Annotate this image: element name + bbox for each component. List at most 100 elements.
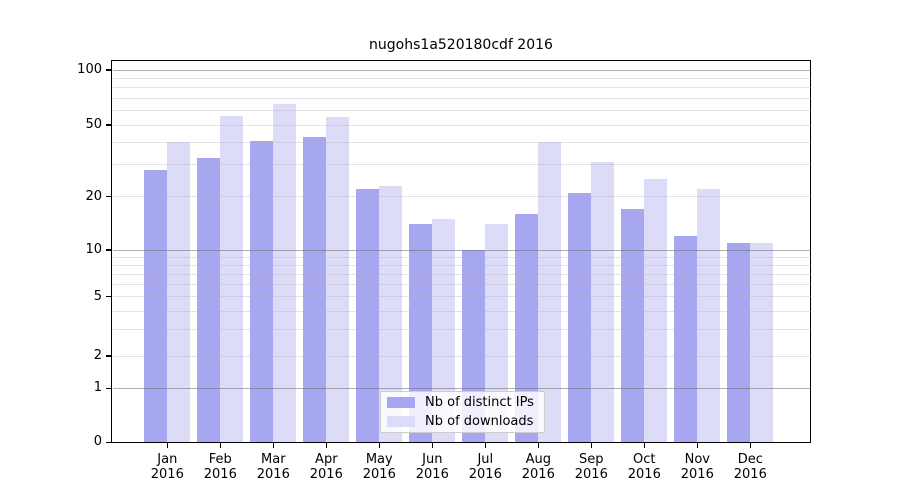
x-tick-year: 2016 xyxy=(362,466,396,482)
gridline-minor-50 xyxy=(112,124,811,126)
x-tick-mark-apr xyxy=(325,443,327,449)
x-tick-label-may: May 2016 xyxy=(351,452,407,482)
gridline-decade-1 xyxy=(112,387,811,389)
x-tick-year: 2016 xyxy=(521,466,555,482)
bar-downloads-jun xyxy=(432,218,456,443)
bar-downloads-aug xyxy=(538,142,562,443)
gridline-minor-8 xyxy=(112,264,811,266)
bar-distinct-ips-jan xyxy=(144,170,168,443)
y-tick-mark-1 xyxy=(105,387,112,389)
gridline-minor-9 xyxy=(112,256,811,258)
y-tick-mark-50 xyxy=(105,124,112,126)
y-tick-label-2: 2 xyxy=(93,348,102,363)
bar-downloads-jan xyxy=(167,142,191,443)
y-tick-mark-0 xyxy=(105,441,112,443)
chart-title: nugohs1a520180cdf 2016 xyxy=(369,37,553,53)
x-tick-year: 2016 xyxy=(680,466,714,482)
bar-distinct-ips-jun xyxy=(409,224,433,443)
x-tick-month: Nov xyxy=(684,452,710,467)
x-tick-month: Jan xyxy=(157,452,178,467)
bar-downloads-jul xyxy=(485,224,509,443)
x-tick-year: 2016 xyxy=(468,466,502,482)
y-tick-label-1: 1 xyxy=(93,380,102,396)
legend-swatch-downloads xyxy=(387,416,415,427)
gridline-minor-40 xyxy=(112,141,811,143)
x-tick-year: 2016 xyxy=(415,466,449,482)
x-tick-month: Oct xyxy=(633,452,656,467)
x-tick-mark-may xyxy=(378,443,380,449)
bar-downloads-feb xyxy=(220,116,244,443)
bar-downloads-apr xyxy=(326,117,350,443)
bar-downloads-dec xyxy=(750,242,774,443)
bar-distinct-ips-feb xyxy=(197,157,221,443)
y-tick-mark-100 xyxy=(105,69,112,71)
x-tick-month: May xyxy=(365,452,393,467)
x-tick-mark-jan xyxy=(166,443,168,449)
x-tick-label-dec: Dec 2016 xyxy=(722,452,778,482)
x-tick-month: Apr xyxy=(315,452,338,467)
x-tick-label-sep: Sep 2016 xyxy=(563,452,619,482)
legend-row-downloads: Nb of downloads xyxy=(387,414,544,429)
legend: Nb of distinct IPs Nb of downloads xyxy=(380,391,545,433)
x-tick-label-feb: Feb 2016 xyxy=(192,452,248,482)
gridline-minor-60 xyxy=(112,110,811,112)
x-tick-year: 2016 xyxy=(203,466,237,482)
y-tick-mark-5 xyxy=(105,296,112,298)
x-tick-year: 2016 xyxy=(574,466,608,482)
x-tick-mark-sep xyxy=(590,443,592,449)
x-tick-mark-feb xyxy=(219,443,221,449)
gridline-minor-30 xyxy=(112,164,811,166)
x-tick-year: 2016 xyxy=(256,466,290,482)
y-tick-mark-20 xyxy=(105,196,112,198)
legend-label-distinct-ips: Nb of distinct IPs xyxy=(425,395,534,410)
legend-swatch-distinct-ips xyxy=(387,397,415,408)
y-tick-mark-10 xyxy=(105,249,112,251)
y-tick-label-10: 10 xyxy=(85,242,102,257)
x-tick-mark-oct xyxy=(643,443,645,449)
gridline-minor-7 xyxy=(112,273,811,275)
x-tick-label-jan: Jan 2016 xyxy=(139,452,195,482)
x-tick-label-aug: Aug 2016 xyxy=(510,452,566,482)
legend-row-distinct-ips: Nb of distinct IPs xyxy=(387,395,544,410)
gridline-minor-5 xyxy=(112,296,811,298)
x-tick-year: 2016 xyxy=(150,466,184,482)
bar-distinct-ips-mar xyxy=(250,140,274,443)
x-tick-label-jul: Jul 2016 xyxy=(457,452,513,482)
bar-distinct-ips-nov xyxy=(674,235,698,443)
x-tick-label-oct: Oct 2016 xyxy=(616,452,672,482)
x-tick-month: Jun xyxy=(422,452,443,467)
x-tick-year: 2016 xyxy=(309,466,343,482)
x-tick-month: Dec xyxy=(737,452,763,467)
x-tick-month: Mar xyxy=(261,452,286,467)
bar-downloads-mar xyxy=(273,104,297,443)
y-tick-label-0: 0 xyxy=(93,434,102,450)
bar-distinct-ips-apr xyxy=(303,136,327,443)
y-tick-label-100: 100 xyxy=(77,62,102,77)
x-tick-year: 2016 xyxy=(627,466,661,482)
gridline-minor-70 xyxy=(112,97,811,99)
bar-downloads-sep xyxy=(591,162,615,443)
bar-distinct-ips-may xyxy=(356,189,380,443)
y-tick-label-50: 50 xyxy=(85,117,102,132)
gridline-minor-6 xyxy=(112,283,811,285)
bar-distinct-ips-dec xyxy=(727,242,751,443)
x-tick-label-jun: Jun 2016 xyxy=(404,452,460,482)
plot-area xyxy=(111,60,812,443)
x-tick-mark-dec xyxy=(749,443,751,449)
x-tick-month: Feb xyxy=(208,452,232,467)
y-tick-label-20: 20 xyxy=(85,188,102,204)
bar-downloads-oct xyxy=(644,179,668,443)
x-tick-label-nov: Nov 2016 xyxy=(669,452,725,482)
y-tick-label-5: 5 xyxy=(93,288,102,304)
x-tick-mark-aug xyxy=(537,443,539,449)
gridline-decade-100 xyxy=(112,69,811,71)
gridline-minor-2 xyxy=(112,355,811,357)
x-tick-month: Aug xyxy=(525,452,551,467)
x-tick-label-mar: Mar 2016 xyxy=(245,452,301,482)
gridline-minor-4 xyxy=(112,310,811,312)
gridline-minor-20 xyxy=(112,196,811,198)
gridline-minor-80 xyxy=(112,87,811,89)
x-tick-year: 2016 xyxy=(733,466,767,482)
x-tick-mark-jun xyxy=(431,443,433,449)
